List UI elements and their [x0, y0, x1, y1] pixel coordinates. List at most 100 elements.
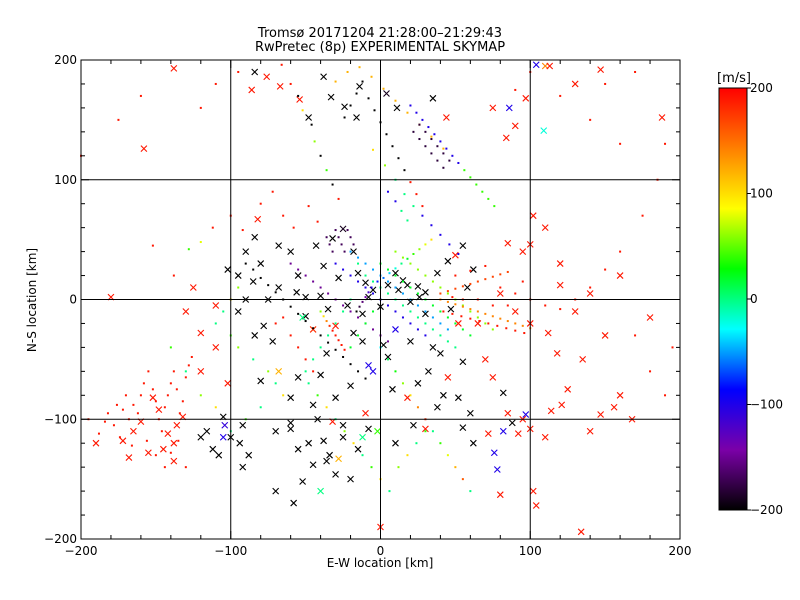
- data-point-x: [209, 445, 217, 453]
- data-point-dot: [496, 324, 499, 327]
- data-point-dot: [312, 327, 315, 330]
- data-point-x: [564, 385, 572, 393]
- colorbar-ticks: 200 100 0 −100 −200: [747, 81, 783, 517]
- data-point-dot: [343, 430, 346, 433]
- data-point-dot: [409, 262, 412, 265]
- data-point-x: [215, 451, 223, 459]
- data-point-x: [547, 407, 555, 415]
- data-point-x: [170, 439, 178, 447]
- data-point-dot: [457, 252, 460, 255]
- data-point-x: [257, 377, 265, 385]
- data-point-dot: [386, 340, 389, 343]
- data-point-dot: [421, 205, 424, 208]
- data-point-dot: [469, 490, 472, 493]
- data-point-dot: [292, 226, 295, 229]
- data-point-dot: [394, 286, 397, 289]
- data-point-dot: [481, 190, 484, 193]
- data-point-dot: [430, 152, 433, 155]
- data-point-dot: [401, 382, 404, 385]
- data-point-x: [444, 257, 452, 265]
- data-point-x: [601, 332, 609, 339]
- data-point-dot: [118, 436, 121, 439]
- data-point-dot: [446, 340, 449, 343]
- data-point-x: [119, 437, 127, 445]
- data-point-dot: [451, 312, 454, 315]
- data-point-dot: [442, 166, 445, 169]
- data-point-x: [239, 421, 247, 429]
- data-point-dot: [172, 370, 175, 373]
- data-point-dot: [394, 370, 397, 373]
- data-point-dot: [431, 304, 434, 307]
- x-tick-label: 200: [669, 544, 692, 558]
- data-point-x: [429, 344, 437, 351]
- data-point-dot: [634, 334, 637, 337]
- data-point-dot: [446, 328, 449, 331]
- data-point-x: [493, 466, 501, 473]
- data-point-x: [287, 419, 295, 427]
- data-point-x: [339, 225, 347, 233]
- data-point-dot: [169, 451, 172, 454]
- data-point-dot: [461, 285, 464, 288]
- data-point-x: [519, 248, 527, 255]
- data-point-x: [422, 310, 429, 318]
- data-point-dot: [514, 329, 517, 332]
- chart-subtitle: RwPretec (8p) EXPERIMENTAL SKYMAP: [255, 40, 505, 55]
- data-point-dot: [199, 241, 202, 244]
- data-point-dot: [346, 229, 349, 232]
- data-point-dot: [469, 282, 472, 285]
- data-point-dot: [364, 322, 367, 325]
- data-point-dot: [289, 82, 292, 85]
- data-point-x: [130, 427, 137, 435]
- data-point-dot: [307, 205, 310, 208]
- data-point-dot: [172, 274, 175, 277]
- data-point-dot: [430, 138, 433, 141]
- data-point-x: [586, 427, 594, 435]
- data-point-x: [459, 242, 467, 250]
- data-point-dot: [267, 370, 270, 373]
- data-point-dot: [139, 394, 142, 397]
- data-point-dot: [312, 370, 315, 373]
- data-point-dot: [418, 138, 421, 141]
- data-point-x: [481, 355, 489, 363]
- data-point-dot: [304, 370, 307, 373]
- data-point-dot: [506, 304, 509, 307]
- data-point-dot: [282, 316, 285, 319]
- data-point-dot: [493, 205, 496, 208]
- y-axis-label: N-S location [km]: [25, 248, 39, 352]
- data-point-dot: [313, 140, 316, 143]
- data-point-dot: [252, 358, 255, 361]
- colorbar-label: [m/s]: [717, 71, 751, 86]
- data-point-dot: [436, 159, 439, 162]
- data-point-x: [463, 284, 471, 291]
- data-point-x: [616, 272, 624, 279]
- data-point-dot: [169, 382, 172, 385]
- data-point-dot: [604, 268, 607, 271]
- data-point-dot: [214, 406, 217, 409]
- data-point-dot: [372, 268, 375, 271]
- data-point-dot: [307, 382, 310, 385]
- data-point-x: [317, 487, 324, 495]
- data-point-dot: [361, 454, 364, 457]
- data-point-dot: [124, 394, 127, 397]
- data-point-dot: [259, 276, 262, 279]
- data-point-x: [425, 367, 432, 375]
- data-point-dot: [439, 334, 442, 337]
- data-point-x: [293, 288, 301, 296]
- data-point-dot: [355, 310, 358, 313]
- data-point-dot: [184, 376, 187, 379]
- data-point-x: [309, 401, 317, 409]
- data-point-x: [317, 371, 324, 379]
- data-point-dot: [430, 135, 433, 138]
- data-point-dot: [289, 262, 292, 265]
- data-point-x: [529, 487, 537, 495]
- data-point-x: [658, 114, 666, 121]
- data-point-dot: [505, 327, 508, 330]
- data-point-dot: [357, 280, 360, 283]
- data-point-x: [414, 282, 422, 290]
- data-point-x: [294, 373, 302, 381]
- data-point-dot: [439, 442, 442, 445]
- data-point-dot: [491, 304, 494, 307]
- data-point-x: [504, 409, 512, 417]
- data-point-dot: [349, 346, 352, 349]
- data-point-x: [170, 457, 178, 465]
